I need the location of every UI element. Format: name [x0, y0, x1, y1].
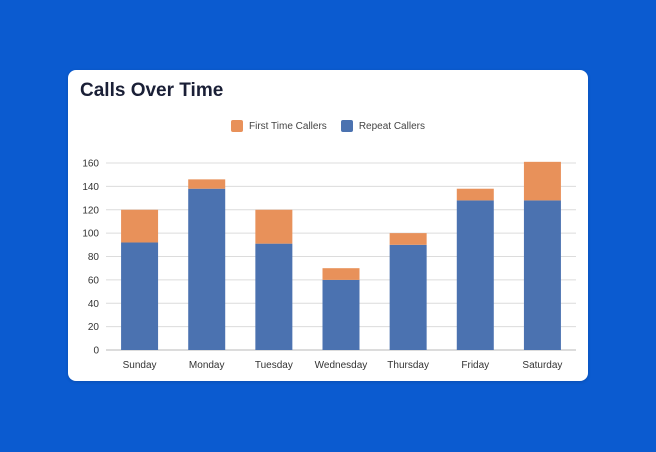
y-tick-label: 160: [82, 159, 99, 170]
chart-legend: First Time Callers Repeat Callers: [68, 120, 588, 132]
legend-swatch-first-time: [231, 120, 244, 132]
x-tick-label: Tuesday: [255, 360, 293, 371]
bar-first-time-callers: [255, 209, 293, 244]
x-tick-label: Saturday: [522, 360, 562, 371]
y-tick-label: 120: [82, 205, 99, 216]
legend-item-first-time: First Time Callers: [231, 120, 327, 132]
y-tick-label: 20: [88, 322, 100, 333]
bar-first-time-callers: [188, 179, 226, 189]
y-tick-label: 100: [82, 229, 99, 240]
x-tick-label: Sunday: [123, 360, 157, 371]
chart-card: Calls Over Time First Time Callers Repea…: [68, 70, 588, 381]
x-tick-label: Wednesday: [315, 360, 368, 371]
legend-item-repeat: Repeat Callers: [340, 120, 425, 132]
bar-repeat-callers: [523, 200, 561, 350]
bar-repeat-callers: [456, 200, 494, 350]
bar-first-time-callers: [389, 233, 427, 245]
bar-first-time-callers: [456, 188, 494, 201]
chart-plot: 0 20 40 60 80 100 120 140 160 Sunday Monday Tuesday…: [82, 159, 576, 371]
y-tick-label: 80: [88, 252, 100, 263]
x-tick-label: Monday: [189, 360, 225, 371]
y-tick-label: 40: [88, 299, 100, 310]
bar-repeat-callers: [322, 279, 360, 350]
bar-first-time-callers: [121, 209, 159, 243]
bar-repeat-callers: [255, 243, 293, 350]
bar-repeat-callers: [389, 244, 427, 350]
legend-label-repeat: Repeat Callers: [358, 120, 425, 132]
y-tick-label: 0: [93, 346, 99, 357]
y-tick-label: 140: [82, 182, 99, 193]
bar-repeat-callers: [188, 188, 226, 350]
x-tick-label: Thursday: [387, 360, 429, 371]
y-tick-label: 60: [88, 275, 100, 286]
bar-repeat-callers: [121, 242, 159, 350]
chart-title: Calls Over Time: [80, 80, 224, 101]
bar-first-time-callers: [523, 161, 561, 201]
bar-first-time-callers: [322, 268, 360, 280]
legend-swatch-repeat: [340, 120, 353, 132]
x-tick-label: Friday: [461, 360, 489, 371]
legend-label-first-time: First Time Callers: [249, 120, 327, 132]
